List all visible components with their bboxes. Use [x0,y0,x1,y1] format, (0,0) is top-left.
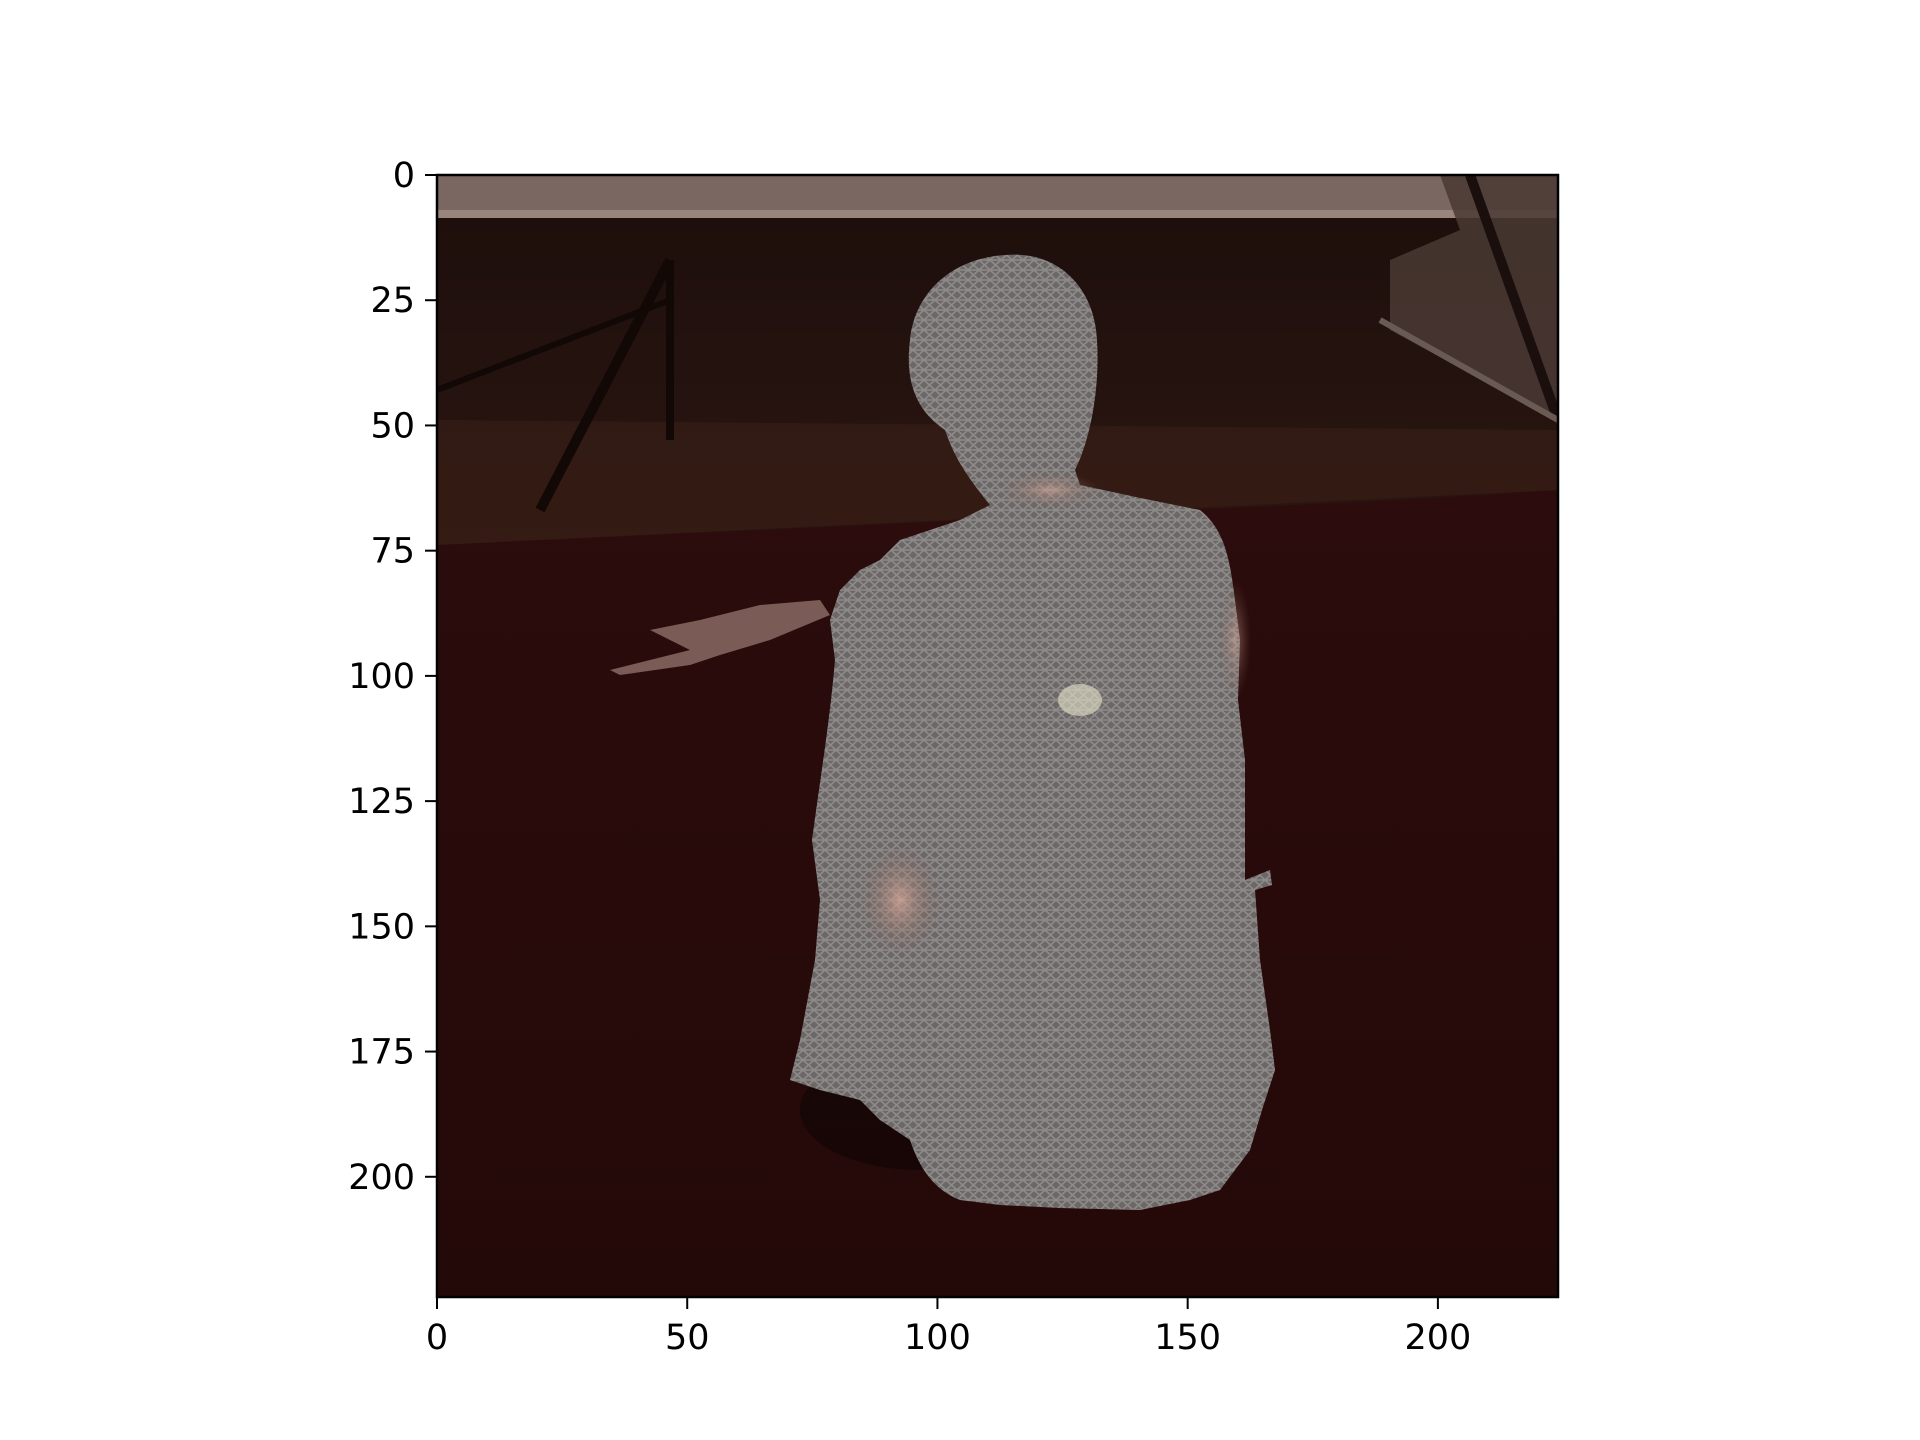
x-tick-label: 0 [426,1318,448,1358]
y-tick-label: 125 [348,782,415,822]
y-tick-label: 100 [348,657,415,697]
y-tick-label: 150 [348,907,415,947]
background-structure [1390,175,1558,420]
tripod-leg [535,257,675,513]
y-tick-label: 25 [370,281,415,321]
y-tick-label: 50 [370,406,415,446]
photo-image [437,175,1558,1297]
y-tick-label: 75 [370,532,415,572]
body-mesh [790,254,1275,1210]
y-tick-label: 0 [393,156,415,196]
y-axis: 0 25 50 75 100 125 150 175 200 [348,156,437,1198]
x-axis: 0 50 100 150 200 [426,1297,1471,1358]
y-tick-label: 175 [348,1033,415,1073]
axes-frame [435,173,1560,1299]
x-tick-label: 50 [665,1318,710,1358]
x-tick-label: 100 [904,1318,971,1358]
x-tick-label: 150 [1154,1318,1221,1358]
y-tick-label: 200 [348,1158,415,1198]
arm-region [610,600,830,675]
x-tick-label: 200 [1404,1318,1471,1358]
